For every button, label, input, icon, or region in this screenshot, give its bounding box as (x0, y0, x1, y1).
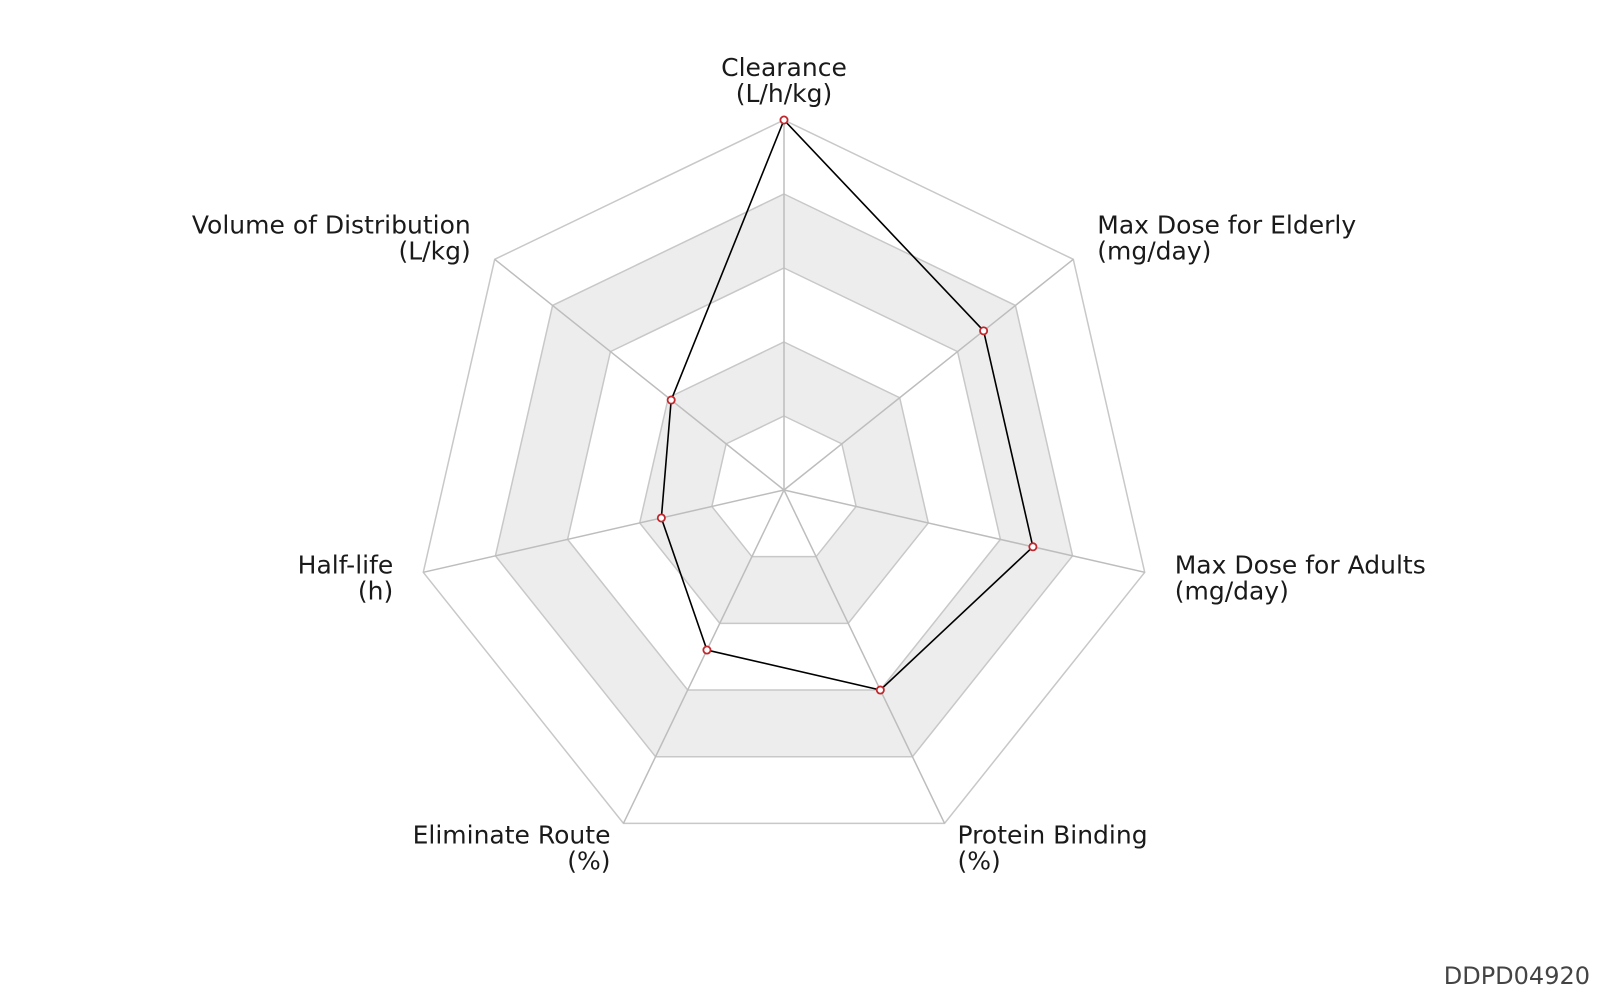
axis-label-name-1: Clearance (721, 53, 847, 82)
radar-series (656, 115, 1038, 695)
radar-band-4 (495, 194, 1073, 757)
axis-label-unit-2: (mg/day) (1097, 236, 1211, 265)
radar-ring-4 (494, 193, 1074, 758)
radar-band-2 (639, 342, 929, 624)
radar-point-3 (1028, 542, 1038, 552)
radar-point-4 (875, 685, 885, 695)
radar-spoke-3 (783, 489, 1145, 574)
axis-label-name-2: Max Dose for Elderly (1097, 210, 1356, 239)
radar-point-6 (656, 513, 666, 523)
radar-spoke-2 (783, 258, 1074, 491)
axis-label-name-5: Eliminate Route (413, 820, 611, 849)
axis-label-name-3: Max Dose for Adults (1175, 550, 1426, 579)
axis-label-name-6: Half-life (298, 550, 394, 579)
axis-label-name-4: Protein Binding (958, 820, 1148, 849)
watermark-id: DDPD04920 (1443, 962, 1590, 990)
radar-spoke-4 (783, 489, 946, 824)
radar-spoke-6 (423, 489, 785, 574)
radar-spoke-5 (622, 489, 785, 824)
radar-ring-2 (638, 341, 930, 625)
radar-grid-rings (422, 119, 1146, 825)
axis-label-unit-5: (%) (567, 846, 610, 875)
radar-spoke-7 (494, 258, 785, 491)
axis-label-4: Protein Binding (%) (958, 820, 1148, 875)
radar-point-7 (666, 395, 676, 405)
radar-ring-1 (711, 415, 857, 558)
axis-label-unit-1: (L/h/kg) (736, 79, 832, 108)
axis-label-unit-3: (mg/day) (1175, 576, 1289, 605)
axis-label-1: Clearance (L/h/kg) (721, 53, 847, 108)
radar-axis-labels: Clearance (L/h/kg)Max Dose for Elderly (mg… (192, 53, 1426, 875)
radar-bands (495, 194, 1073, 757)
radar-point-5 (702, 645, 712, 655)
axis-label-5: Eliminate Route (%) (413, 820, 611, 875)
radar-spokes (423, 120, 1145, 824)
axis-label-2: Max Dose for Elderly (mg/day) (1097, 210, 1356, 265)
axis-label-name-7: Volume of Distribution (192, 210, 471, 239)
axis-label-6: Half-life (h) (298, 550, 394, 605)
axis-label-7: Volume of Distribution (L/kg) (192, 210, 471, 265)
axis-label-3: Max Dose for Adults (mg/day) (1175, 550, 1426, 605)
radar-point-2 (979, 326, 989, 336)
radar-ring-5 (422, 119, 1146, 825)
axis-label-unit-6: (h) (358, 576, 393, 605)
radar-series-line-1 (660, 118, 1034, 691)
radar-ring-3 (566, 267, 1002, 691)
radar-point-1 (779, 115, 789, 125)
axis-label-unit-7: (L/kg) (399, 236, 471, 265)
axis-label-unit-4: (%) (958, 846, 1001, 875)
